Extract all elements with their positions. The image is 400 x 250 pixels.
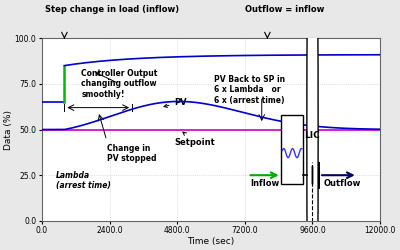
Bar [282, 115, 303, 184]
Text: Controller Output
changing outflow
smoothly!: Controller Output changing outflow smoot… [81, 69, 158, 99]
Text: Setpoint: Setpoint [174, 132, 215, 147]
Circle shape [307, 0, 318, 250]
Text: Step change in load (inflow): Step change in load (inflow) [45, 6, 179, 15]
Text: Outflow = inflow: Outflow = inflow [245, 6, 324, 15]
X-axis label: Time (sec): Time (sec) [187, 237, 235, 246]
Text: Inflow: Inflow [250, 179, 280, 188]
Y-axis label: Data (%): Data (%) [4, 110, 13, 150]
Text: Lambda
(arrest time): Lambda (arrest time) [56, 171, 111, 190]
Text: Change in
PV stopped: Change in PV stopped [107, 144, 156, 163]
Text: PV: PV [164, 98, 187, 107]
Text: PV Back to SP in
6 x Lambda   or
6 x (arrest time): PV Back to SP in 6 x Lambda or 6 x (arre… [214, 75, 285, 104]
Text: Outflow: Outflow [324, 179, 361, 188]
Text: LIC: LIC [305, 130, 320, 140]
